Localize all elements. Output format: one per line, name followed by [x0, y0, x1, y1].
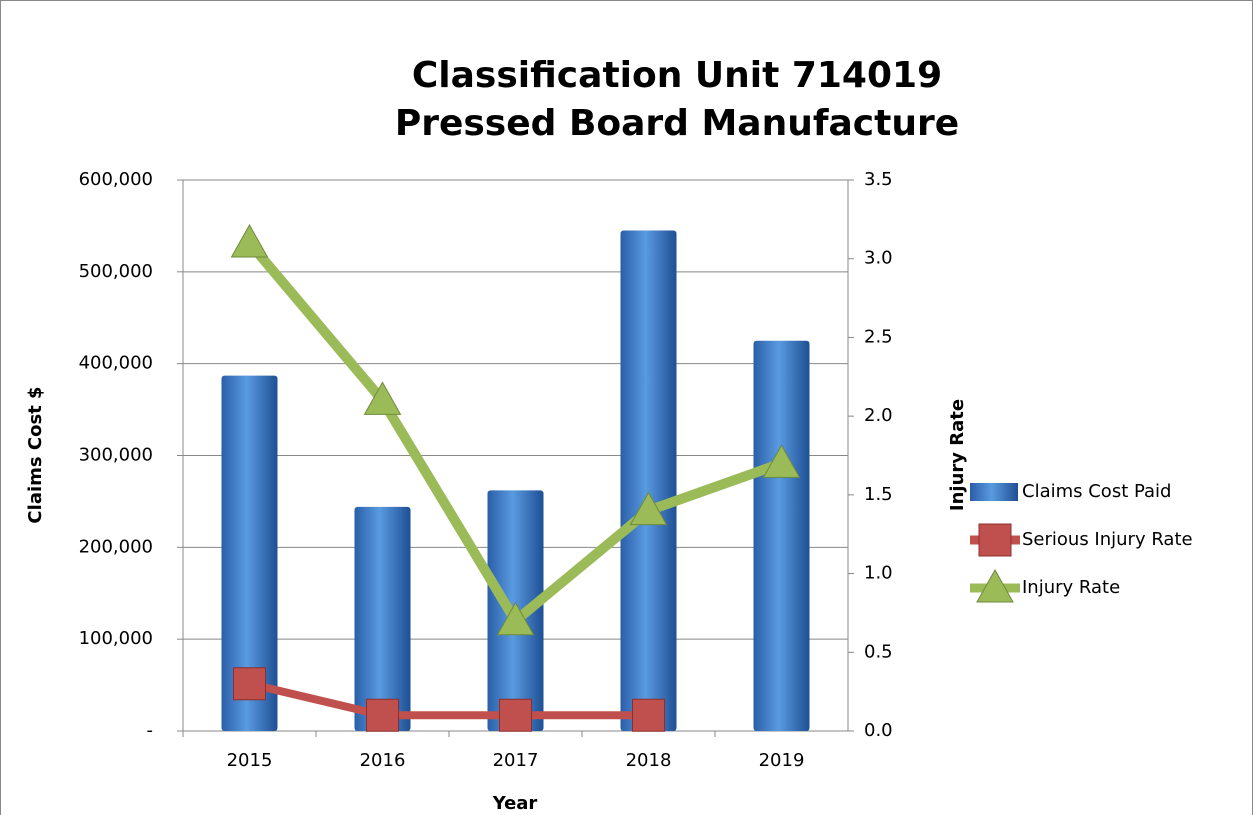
legend-marker [978, 523, 1012, 557]
marker [496, 601, 535, 636]
y-tick-label: 400,000 [79, 353, 153, 374]
x-tick-label: 2018 [626, 750, 672, 771]
y-tick-label: 600,000 [79, 169, 153, 190]
bar [354, 506, 411, 731]
marker [629, 491, 668, 526]
marker [499, 698, 532, 732]
chart-title: Pressed Board Manufacture [395, 103, 959, 144]
x-axis-title: Year [492, 793, 538, 814]
bar [753, 340, 810, 731]
legend-item: Claims Cost Paid [970, 481, 1171, 502]
marker [233, 667, 266, 701]
bar [221, 375, 278, 731]
legend-marker [976, 568, 1014, 603]
y-tick-label: 300,000 [79, 445, 153, 466]
marker [762, 444, 801, 478]
legend-swatch [970, 483, 1018, 501]
x-tick-label: 2019 [759, 750, 805, 771]
y2-axis-title: Injury Rate [947, 399, 968, 511]
y2-tick-label: 1.5 [864, 484, 893, 505]
y2-tick-label: 0.0 [864, 720, 893, 741]
x-tick-label: 2016 [360, 750, 406, 771]
line [248, 679, 649, 720]
chart-title: Classification Unit 714019 [412, 55, 942, 96]
y2-tick-label: 3.5 [864, 169, 893, 190]
legend-label: Injury Rate [1022, 577, 1120, 598]
y-tick-label: 200,000 [79, 536, 153, 557]
x-tick-label: 2017 [493, 750, 539, 771]
y-tick-label: 500,000 [79, 261, 153, 282]
marker [363, 381, 402, 415]
y-tick-label: 100,000 [79, 628, 153, 649]
y2-tick-label: 3.0 [864, 248, 893, 269]
y2-tick-label: 1.0 [864, 563, 893, 584]
y-tick-label: - [147, 720, 154, 741]
bar [620, 230, 677, 731]
legend-item: Serious Injury Rate [970, 523, 1193, 557]
legend-label: Claims Cost Paid [1022, 481, 1171, 502]
y2-tick-label: 2.0 [864, 405, 893, 426]
marker [366, 698, 399, 732]
legend-label: Serious Injury Rate [1022, 529, 1193, 550]
y-axis-title: Claims Cost $ [25, 386, 46, 523]
y2-tick-label: 2.5 [864, 326, 893, 347]
y2-tick-label: 0.5 [864, 641, 893, 662]
x-tick-label: 2015 [227, 750, 273, 771]
marker [632, 698, 665, 732]
marker [230, 223, 269, 258]
legend-item: Injury Rate [970, 568, 1120, 603]
